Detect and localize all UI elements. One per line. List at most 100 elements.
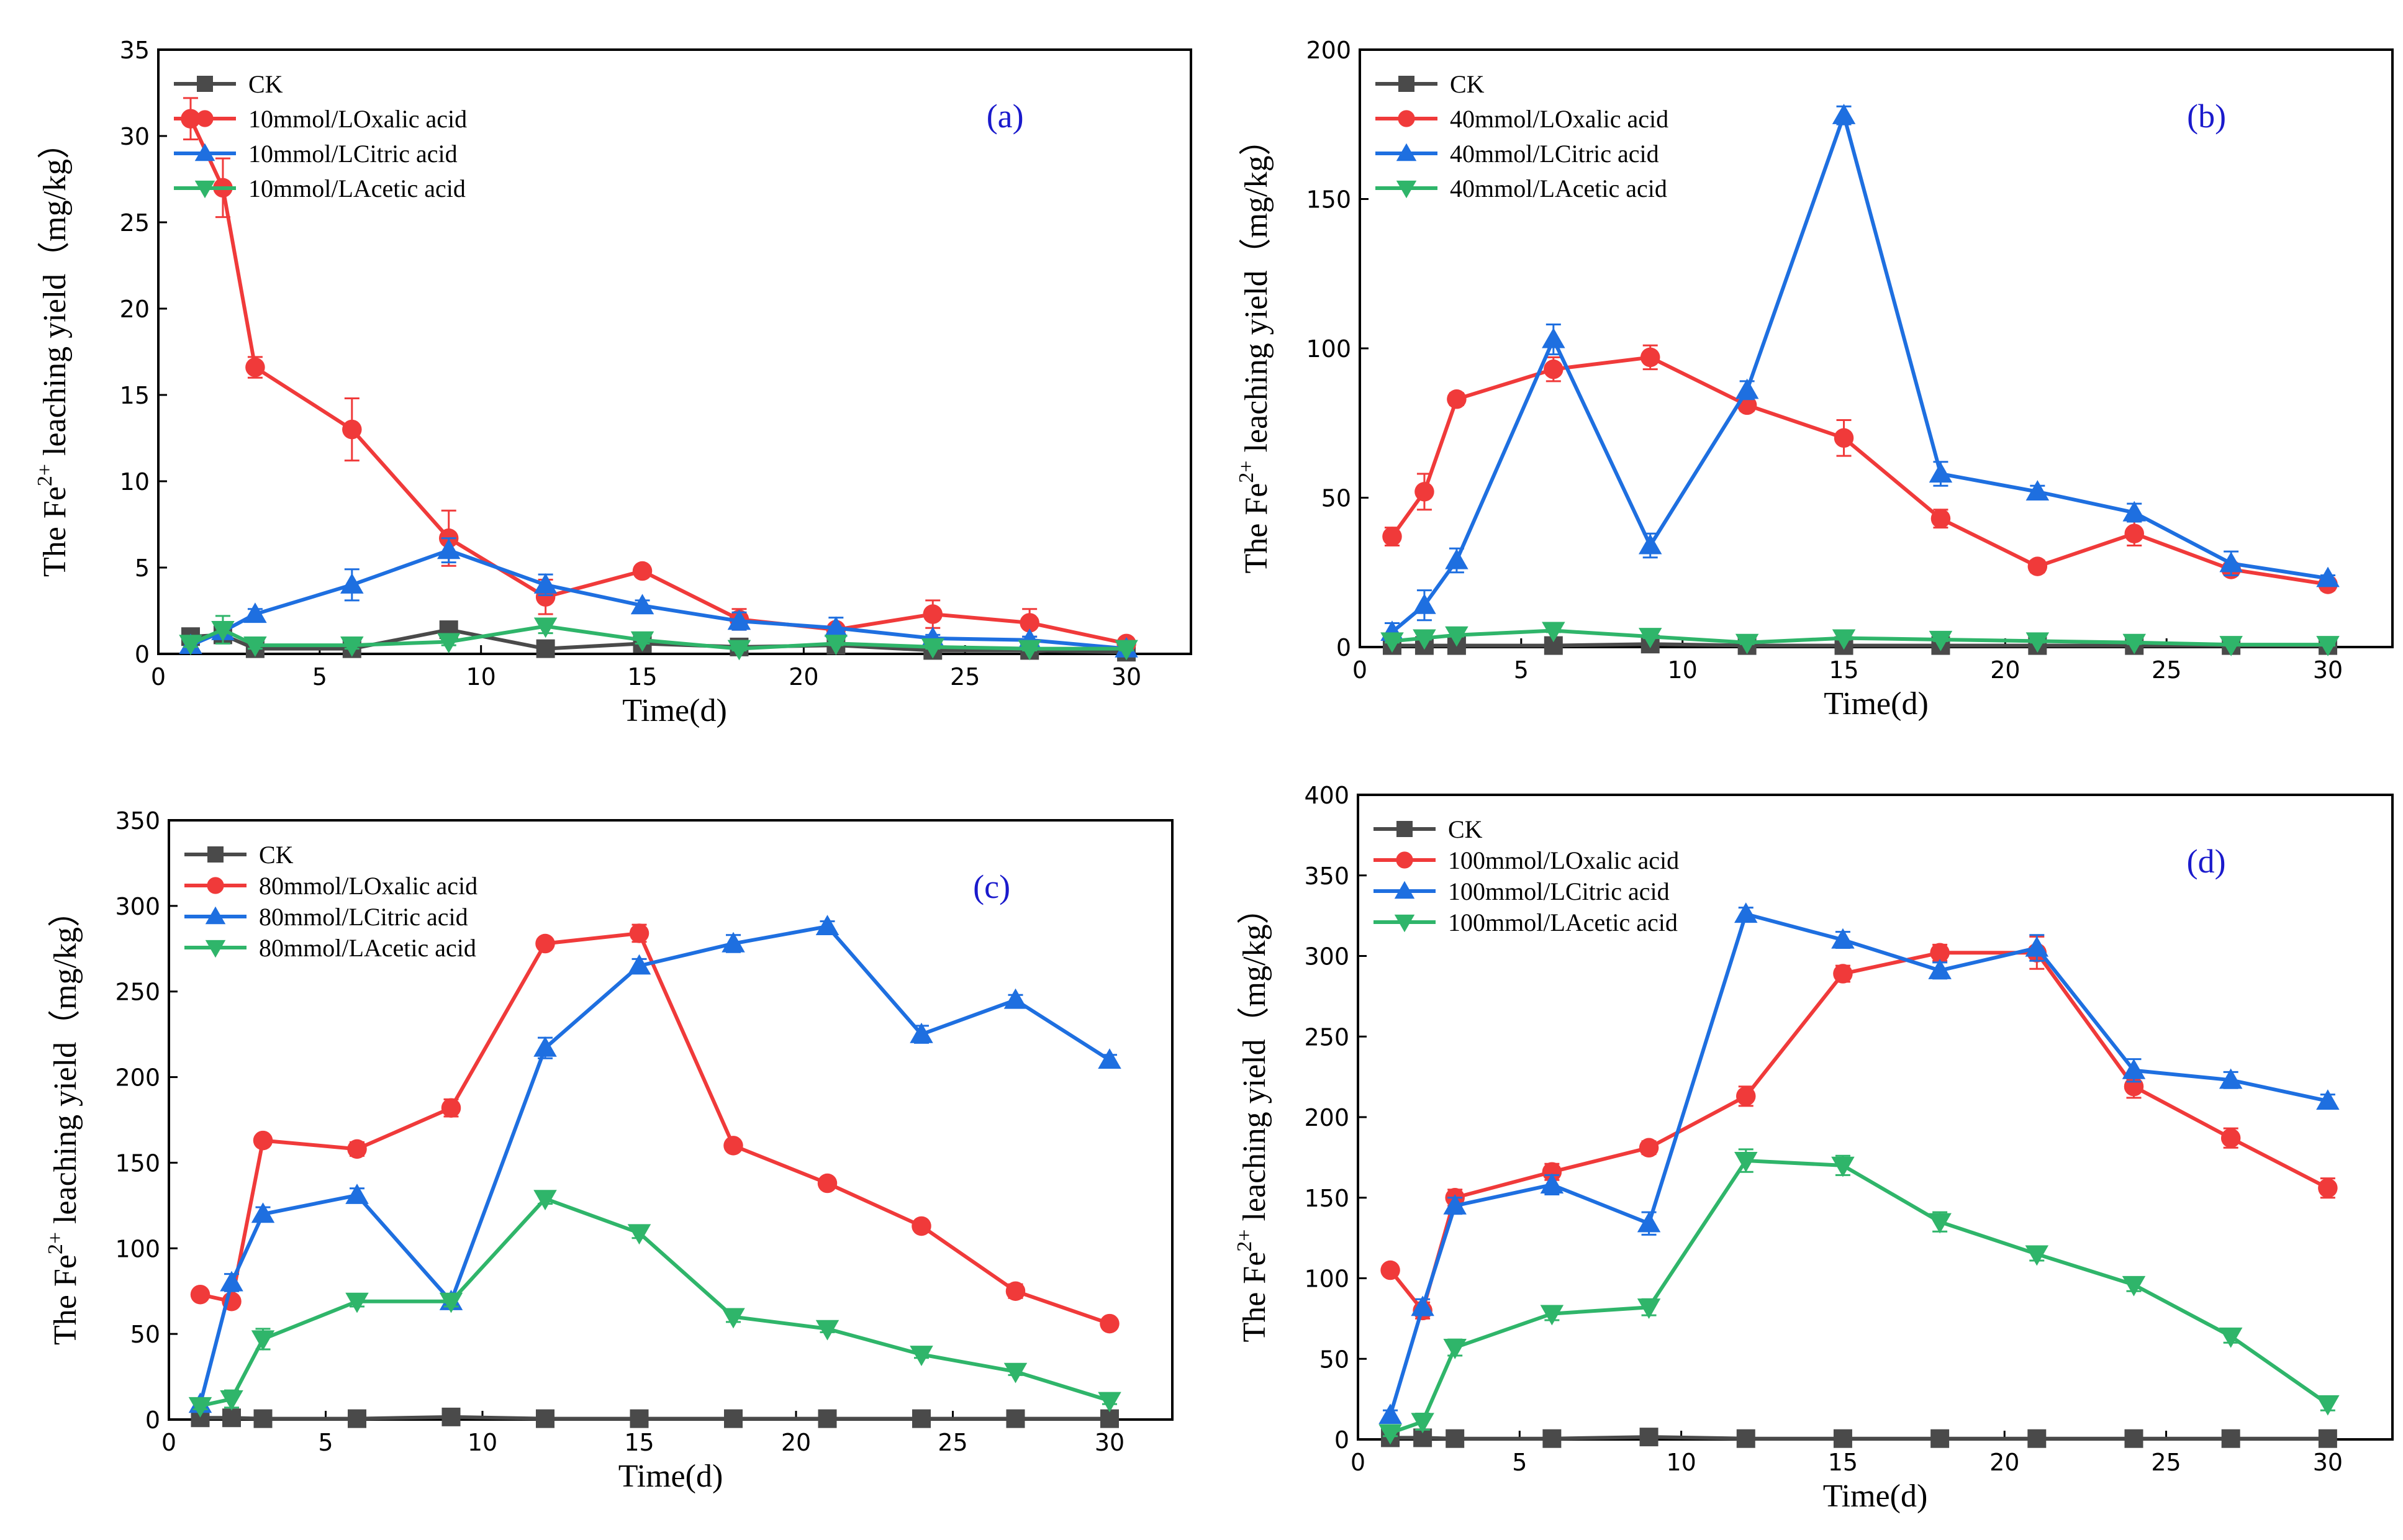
- data-point: [2316, 566, 2340, 587]
- data-point: [724, 1409, 743, 1428]
- data-point: [1006, 1409, 1025, 1428]
- y-tick-label: 15: [120, 382, 150, 409]
- data-point: [188, 1397, 212, 1418]
- legend-label: CK: [259, 841, 294, 869]
- data-point: [723, 1136, 743, 1156]
- series-line: [189, 548, 1127, 651]
- data-point: [1003, 988, 1028, 1009]
- x-tick-label: 10: [1668, 656, 1698, 684]
- data-point: [533, 617, 558, 638]
- x-tick-label: 5: [1514, 656, 1529, 684]
- x-axis-title: Time(d): [622, 693, 727, 728]
- y-tick-label: 0: [135, 641, 150, 668]
- series-circle: [1380, 935, 2338, 1321]
- data-point: [2316, 1395, 2340, 1416]
- data-point: [1639, 1138, 1659, 1158]
- data-point: [1929, 630, 1953, 651]
- data-point: [2124, 523, 2144, 543]
- legend-entry: 40mmol/LCitric acid: [1375, 140, 1659, 168]
- series-line: [198, 924, 1111, 1405]
- y-tick-label: 150: [1306, 186, 1351, 214]
- y-axis-title: The Fe2+ leaching yield（mg/kg）: [1233, 892, 1272, 1342]
- legend-marker: [207, 877, 224, 894]
- legend-entry: 80mmol/LCitric acid: [184, 903, 468, 931]
- series-triangle-down: [1378, 1148, 2340, 1445]
- data-point: [1735, 633, 1759, 654]
- data-point: [1115, 640, 1138, 661]
- legend-label: 80mmol/LCitric acid: [259, 903, 468, 931]
- data-point: [1833, 964, 1853, 984]
- x-tick-label: 0: [1351, 1449, 1365, 1476]
- data-point: [243, 636, 267, 657]
- chart-panel-3: 0 5 10 15 20 25 30050100150200250300350400Time…: [1233, 782, 2394, 1514]
- x-tick-label: 30: [2313, 1449, 2343, 1476]
- data-point: [1380, 1260, 1400, 1280]
- x-tick-label: 20: [781, 1429, 811, 1456]
- data-point: [2027, 1429, 2047, 1448]
- legend-entry: 40mmol/LAcetic acid: [1375, 174, 1667, 202]
- y-tick-label: 350: [1304, 863, 1349, 890]
- x-tick-label: 25: [938, 1429, 967, 1456]
- legend-entry: 100mmol/LCitric acid: [1373, 877, 1670, 905]
- data-point: [1020, 613, 1039, 633]
- panel-label: (b): [2187, 97, 2226, 135]
- x-tick-label: 30: [1111, 663, 1141, 691]
- series-triangle-down: [188, 1190, 1121, 1418]
- data-point: [211, 621, 235, 641]
- data-point: [1831, 1156, 1855, 1177]
- x-tick-label: 0: [1352, 656, 1367, 684]
- series-line: [1388, 912, 2328, 1416]
- data-point: [2220, 1128, 2241, 1148]
- series-triangle-up: [188, 915, 1121, 1413]
- y-tick-label: 50: [1321, 485, 1351, 512]
- x-tick-label: 20: [789, 663, 818, 691]
- series-square: [1381, 1428, 2337, 1448]
- data-point: [1834, 428, 1854, 448]
- data-point: [342, 419, 362, 440]
- x-tick-label: 5: [312, 663, 327, 691]
- data-point: [1100, 1313, 1120, 1334]
- legend-entry: CK: [1375, 70, 1485, 98]
- y-tick-label: 50: [130, 1321, 160, 1348]
- data-point: [1639, 1428, 1659, 1447]
- legend-entry: 100mmol/LAcetic acid: [1373, 908, 1678, 936]
- legend-marker: [1394, 914, 1415, 933]
- data-point: [1542, 1429, 1562, 1448]
- data-point: [824, 635, 848, 656]
- data-point: [629, 923, 649, 943]
- data-point: [1930, 1429, 1950, 1448]
- data-point: [220, 1270, 243, 1292]
- x-tick-label: 30: [1095, 1429, 1125, 1456]
- y-axis-title-prefix: The Fe: [48, 1254, 83, 1345]
- y-tick-label: 150: [1304, 1185, 1349, 1212]
- data-point: [1735, 378, 1759, 399]
- series-line: [199, 1197, 1110, 1408]
- chart-panel-2: 0 5 10 15 20 25 30050100150200250300350Time(d)…: [44, 807, 1174, 1494]
- legend-marker: [1394, 881, 1415, 899]
- data-point: [1445, 548, 1468, 569]
- data-point: [817, 1173, 838, 1194]
- data-point: [1446, 1429, 1465, 1448]
- data-point: [1637, 1212, 1661, 1233]
- data-point: [722, 1308, 745, 1329]
- data-point: [253, 1130, 273, 1151]
- data-point: [1382, 527, 1402, 546]
- data-point: [1638, 628, 1662, 648]
- legend-marker: [1398, 76, 1414, 92]
- legend-label: 80mmol/LOxalic acid: [259, 872, 477, 900]
- legend-label: CK: [248, 70, 283, 98]
- legend-label: CK: [1448, 815, 1483, 843]
- legend-marker: [194, 180, 215, 199]
- data-point: [815, 915, 839, 936]
- legend-entry: 80mmol/LOxalic acid: [184, 872, 477, 900]
- data-point: [1928, 959, 1952, 979]
- data-point: [1414, 482, 1434, 502]
- legend-entry: CK: [174, 70, 283, 98]
- data-point: [2219, 551, 2243, 573]
- y-tick-label: 5: [135, 555, 150, 582]
- data-point: [722, 931, 745, 953]
- y-axis-title-suffix: leaching yield（mg/kg）: [37, 127, 73, 464]
- series-line: [189, 117, 1127, 646]
- data-point: [727, 640, 751, 661]
- data-point: [1736, 1086, 1756, 1107]
